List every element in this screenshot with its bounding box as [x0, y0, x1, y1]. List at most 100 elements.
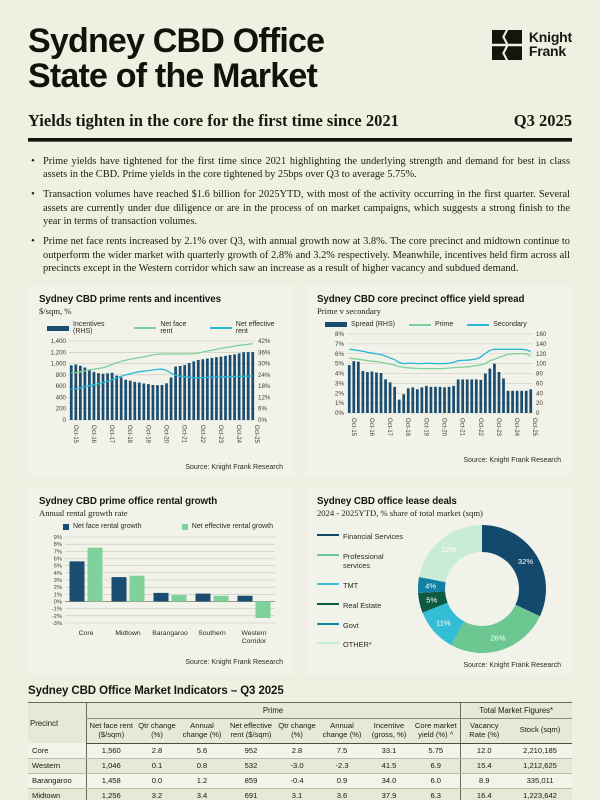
- legend-label: Prime: [434, 321, 454, 329]
- svg-text:3%: 3%: [335, 381, 344, 388]
- svg-text:0%: 0%: [335, 410, 344, 417]
- table-row: Core 1,560 2.8 5.6 952 2.8 7.5 33.1 5.75 12.0 2,21…: [28, 743, 573, 759]
- value-cell: 1,560: [85, 743, 136, 759]
- value-cell: 1,046: [85, 758, 136, 774]
- core-yield-spread-chart: 0% 0 1% 20 2% 40 3% 60 4% 80 5% 100 6% 120 7% 140 8% 160 O…: [335, 331, 547, 437]
- chart-legend: Financial Services Professional services T…: [317, 532, 409, 650]
- chart-legend: Net face rental growth Net effective rent…: [63, 523, 273, 530]
- svg-text:Oct-16: Oct-16: [90, 425, 96, 444]
- table-title: Sydney CBD Office Market Indicators – Q3…: [28, 685, 284, 698]
- knight-frank-mark-icon: [491, 30, 522, 60]
- svg-text:600: 600: [56, 383, 67, 390]
- table-column-header: Core market yield (%) ^: [412, 718, 460, 744]
- market-indicators-table: Precinct Prime Total Market Figures* Net…: [28, 702, 573, 800]
- svg-text:2%: 2%: [54, 585, 62, 591]
- value-cell: 8.9: [459, 773, 508, 789]
- chart-legend: Incentives (RHS) Net face rent Net effecti…: [47, 321, 283, 335]
- svg-text:5%: 5%: [335, 361, 344, 368]
- legend-swatch-icon: [317, 582, 339, 585]
- chart-title: Sydney CBD prime office rental growth: [39, 496, 218, 508]
- svg-text:Southern: Southern: [198, 630, 226, 637]
- chart-card-rental-growth: Sydney CBD prime office rental growth An…: [28, 487, 294, 676]
- svg-text:Oct-19: Oct-19: [144, 425, 150, 444]
- svg-text:400: 400: [56, 395, 67, 402]
- value-cell: 0.1: [136, 758, 178, 774]
- legend-item: Net face rent: [134, 321, 195, 335]
- donut-slice: [482, 525, 546, 617]
- legend-swatch-icon: [467, 323, 490, 326]
- value-cell: 1,223,642: [508, 788, 573, 800]
- donut-body: Financial Services Professional services T…: [317, 522, 561, 661]
- svg-text:22%: 22%: [442, 545, 457, 554]
- bar-series: [69, 352, 255, 421]
- quarter-label: Q3 2025: [513, 110, 572, 130]
- brand-name: Knight Frank: [529, 30, 572, 59]
- svg-text:Oct-17: Oct-17: [108, 425, 114, 444]
- chart-title: Sydney CBD office lease deals: [317, 496, 457, 508]
- svg-text:6%: 6%: [54, 557, 62, 563]
- knight-frank-logo: Knight Frank: [491, 30, 572, 60]
- svg-text:-1%: -1%: [52, 607, 62, 613]
- svg-text:1,200: 1,200: [51, 350, 67, 357]
- legend-label: Net face rental growth: [73, 523, 142, 531]
- page-title-line2: State of the Market: [28, 57, 318, 96]
- value-cell: 6.3: [412, 788, 460, 800]
- bar: [171, 595, 187, 602]
- bar: [111, 577, 127, 602]
- chart-plot: 32% 26% 11% 5% 4% 22%: [415, 522, 549, 661]
- svg-text:Oct-23: Oct-23: [217, 425, 223, 444]
- svg-text:Oct-18: Oct-18: [404, 418, 410, 437]
- donut-slice: [419, 525, 482, 583]
- svg-text:4%: 4%: [425, 581, 436, 590]
- svg-text:Oct-25: Oct-25: [253, 425, 259, 444]
- svg-text:-2%: -2%: [52, 614, 62, 620]
- svg-text:80: 80: [536, 371, 543, 378]
- svg-text:Barangaroo: Barangaroo: [152, 630, 188, 637]
- svg-text:2%: 2%: [335, 390, 344, 397]
- svg-text:0: 0: [63, 417, 67, 424]
- precinct-cell: Core: [28, 743, 86, 759]
- svg-text:Oct-21: Oct-21: [181, 425, 187, 444]
- svg-text:Oct-16: Oct-16: [368, 418, 374, 437]
- svg-text:8%: 8%: [335, 331, 344, 338]
- value-cell: 3.1: [276, 788, 318, 800]
- chart-plot: 0 0% 200 6% 400 12% 600 18% 800 24% 1,000 30% 1,200 3…: [39, 336, 283, 463]
- table-column-header: Stock (sqm): [508, 718, 573, 744]
- precinct-cell: Midtown: [28, 788, 86, 800]
- svg-text:8%: 8%: [54, 542, 62, 548]
- market-indicators-section: Sydney CBD Office Market Indicators – Q3…: [28, 685, 573, 800]
- svg-text:Oct-19: Oct-19: [422, 418, 428, 437]
- strapline-text: Yields tighten in the core for the first…: [28, 110, 399, 130]
- value-cell: 952: [226, 743, 276, 759]
- svg-text:32%: 32%: [518, 557, 533, 566]
- summary-bullets: Prime yields have tightened for the firs…: [30, 154, 570, 276]
- svg-text:Core: Core: [79, 630, 94, 637]
- value-cell: 859: [226, 773, 276, 789]
- svg-text:Midtown: Midtown: [115, 630, 141, 637]
- header-rule: [28, 137, 572, 142]
- lease-deals-chart: 32% 26% 11% 5% 4% 22%: [417, 525, 546, 654]
- legend-item: Govt: [317, 621, 409, 631]
- svg-text:Oct-23: Oct-23: [495, 418, 501, 437]
- svg-text:5%: 5%: [54, 564, 62, 570]
- rental-growth-chart: -3%-2%-1%0%1% 2%3%4%5%6%7% 8%9% Core Midtown…: [52, 535, 275, 645]
- legend-item: Secondary: [467, 321, 527, 328]
- legend-label: Professional services: [343, 552, 384, 570]
- line-series: [71, 343, 253, 375]
- group-header-total-market: Total Market Figures*: [459, 702, 573, 719]
- page-title: Sydney CBD Office State of the Market: [28, 23, 325, 96]
- svg-text:-3%: -3%: [52, 621, 62, 627]
- value-cell: 532: [226, 758, 276, 774]
- table-column-header: Qtr change (%): [136, 718, 178, 744]
- legend-swatch-icon: [134, 327, 157, 330]
- value-cell: 1,458: [85, 773, 136, 789]
- legend-item: Real Estate: [317, 601, 409, 611]
- group-header-prime: Prime: [85, 702, 460, 719]
- line-series: [349, 348, 531, 365]
- svg-text:1%: 1%: [335, 400, 344, 407]
- svg-text:3%: 3%: [54, 578, 62, 584]
- chart-title: Sydney CBD core precinct office yield sp…: [317, 294, 525, 306]
- legend-label: OTHER*: [343, 640, 372, 650]
- chart-subtitle: Prime v secondary: [317, 306, 381, 317]
